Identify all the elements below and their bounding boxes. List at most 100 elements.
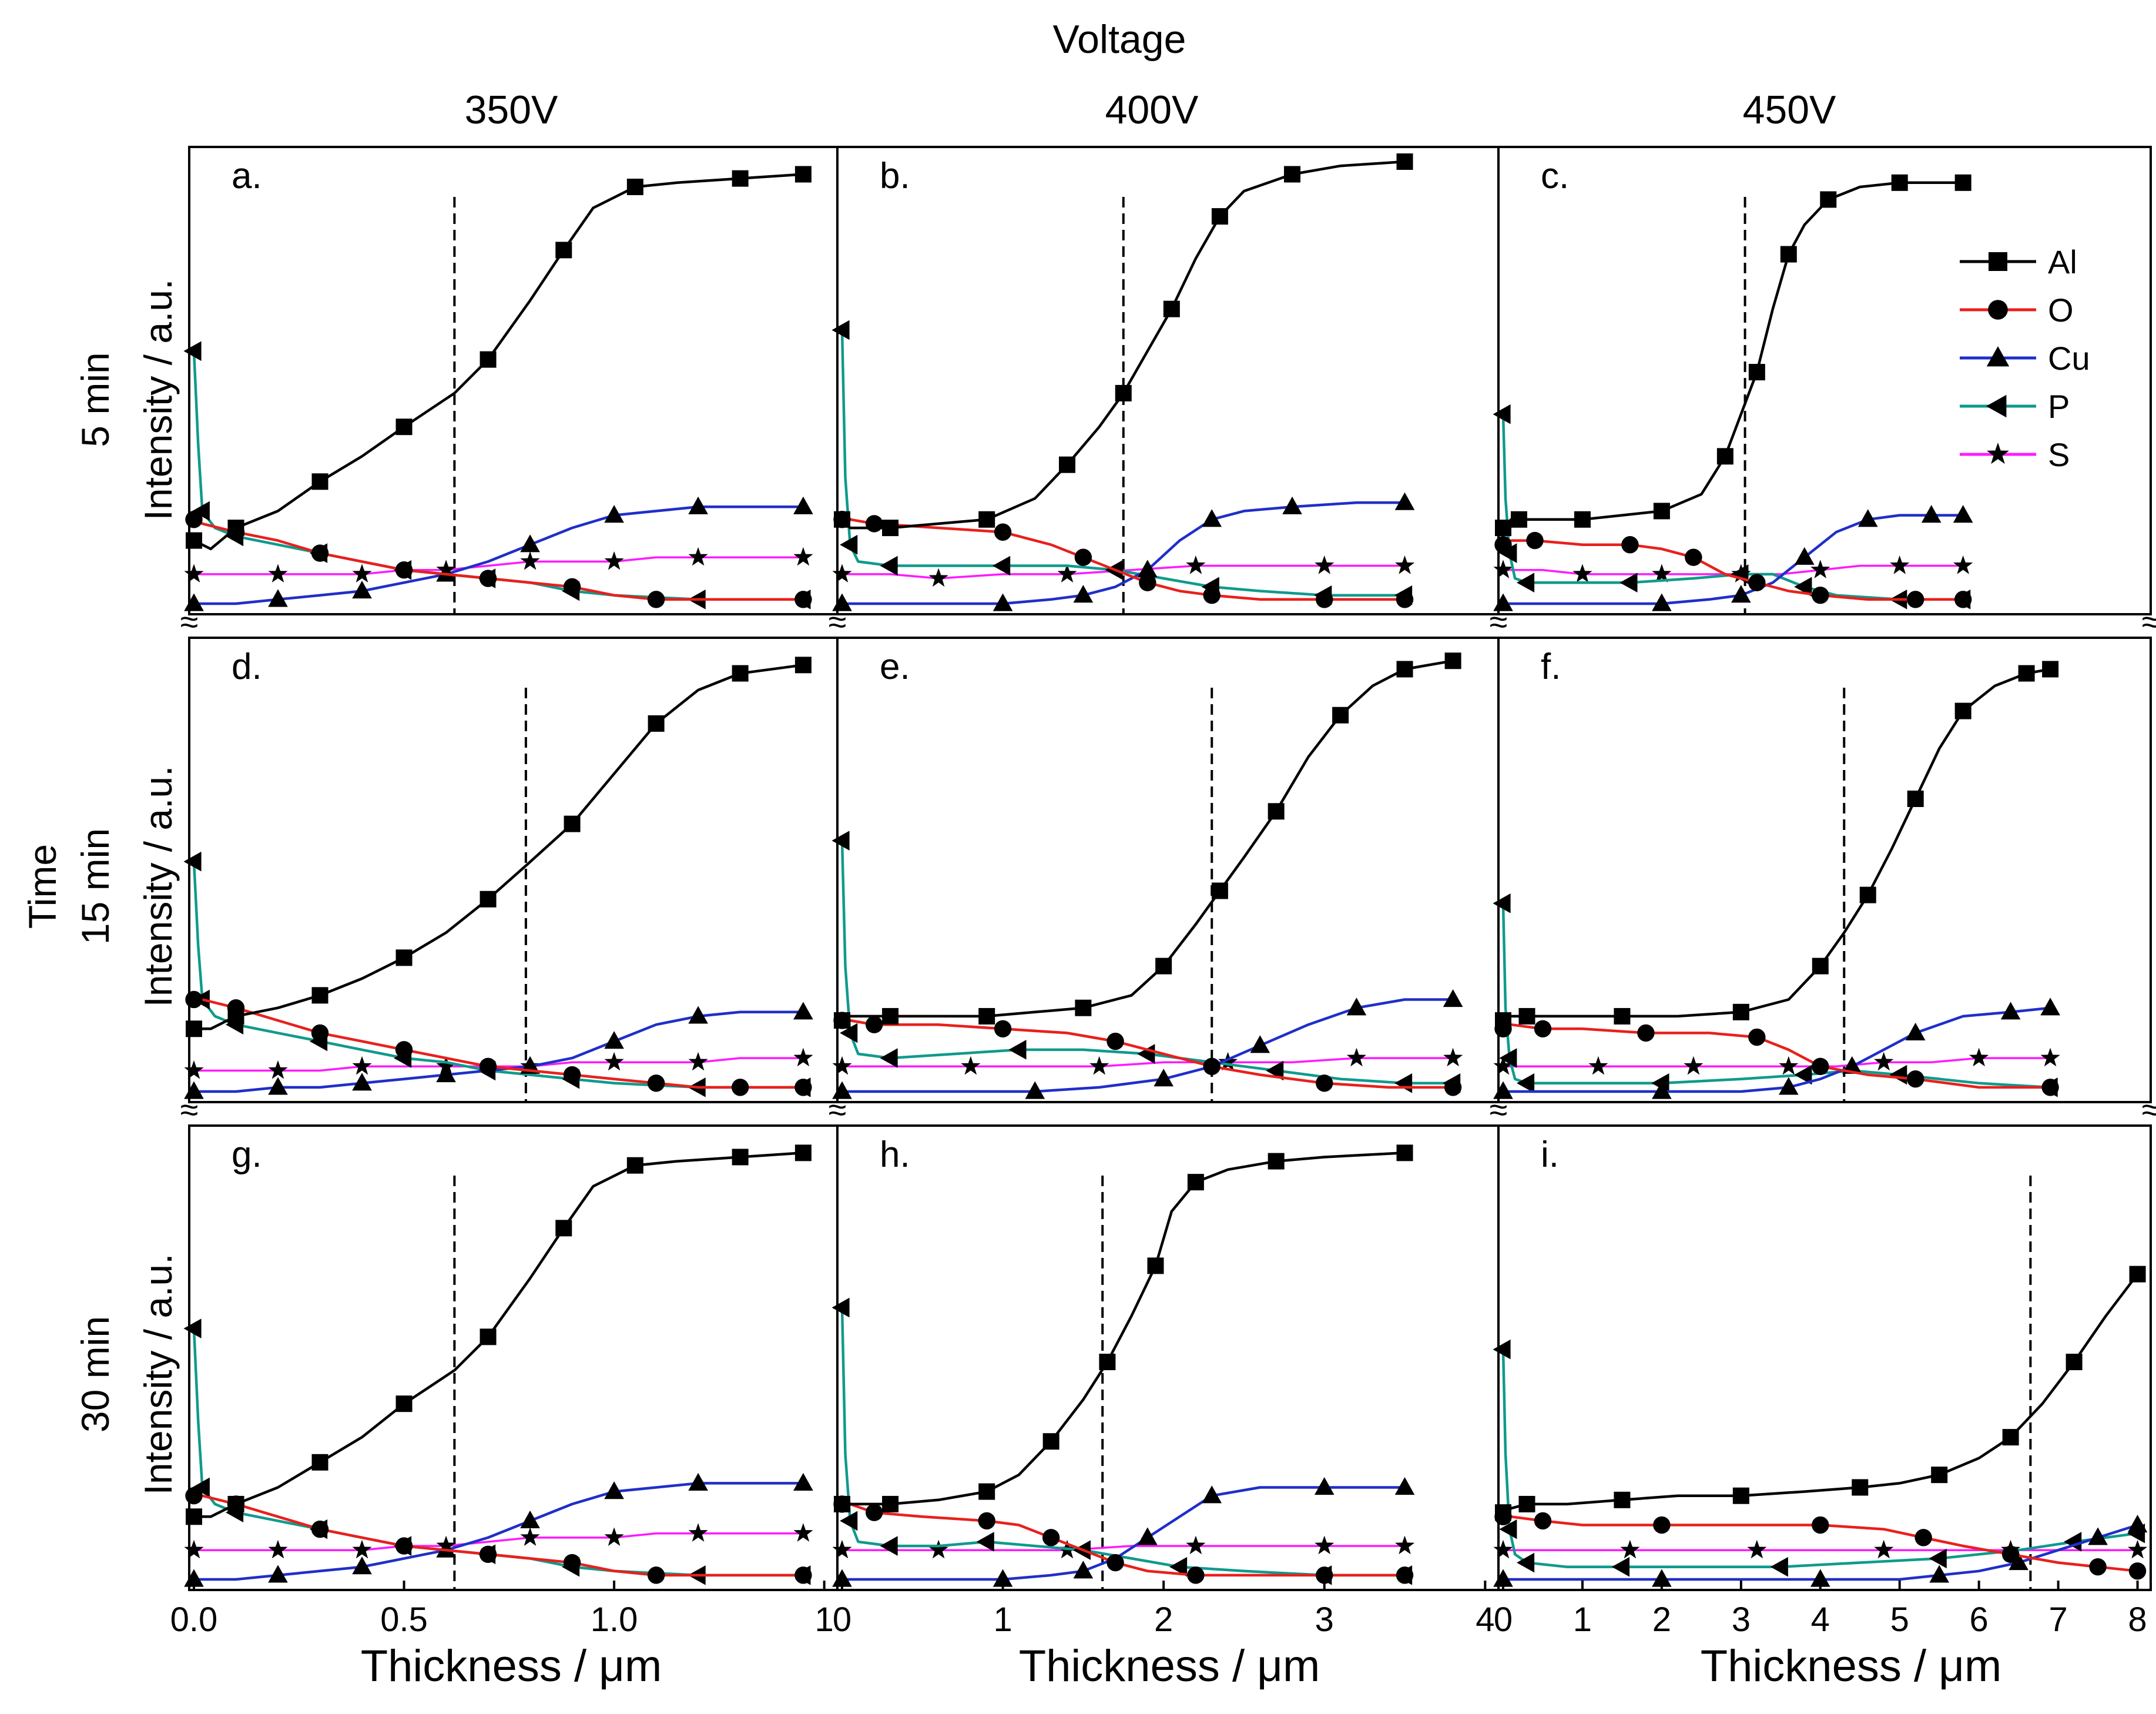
legend-item-p: P (1960, 388, 2070, 425)
marker-o (1187, 1566, 1205, 1584)
marker-al (480, 891, 497, 908)
marker-cu (1731, 585, 1751, 603)
marker-al (1396, 153, 1413, 170)
marker-o (1074, 548, 1092, 566)
marker-cu (184, 1081, 204, 1099)
marker-s (184, 1060, 204, 1079)
marker-cu (2009, 1552, 2028, 1571)
marker-cu (793, 1472, 813, 1491)
marker-s (1315, 555, 1334, 574)
marker-al (2002, 1429, 2019, 1446)
marker-cu (1443, 989, 1463, 1007)
marker-p (976, 1532, 994, 1552)
marker-o (1954, 591, 1972, 608)
series-line-o (1502, 539, 1963, 601)
marker-p (183, 851, 202, 872)
series-line-al (1502, 181, 1963, 529)
marker-cu (268, 1565, 288, 1583)
marker-al (2129, 1266, 2146, 1283)
series-line-s (842, 564, 1405, 580)
marker-p (831, 1297, 850, 1318)
marker-cu (436, 564, 456, 582)
time-label-15: 15 min (73, 828, 117, 945)
marker-al (1748, 364, 1765, 381)
legend-marker-p (1986, 394, 2007, 418)
marker-p (880, 1048, 898, 1068)
marker-p (993, 555, 1011, 576)
series-line-s (194, 1532, 803, 1551)
marker-al (1495, 1504, 1511, 1521)
x-tick-label: 0.5 (380, 1601, 428, 1639)
panel-frame (1497, 637, 2152, 1103)
marker-o (1748, 574, 1766, 591)
marker-al (1614, 1491, 1631, 1508)
marker-al (882, 1495, 899, 1512)
marker-s (604, 1052, 624, 1071)
x-tick-label: 0 (1494, 1601, 1513, 1639)
marker-s (1315, 1535, 1334, 1555)
marker-o (479, 570, 497, 587)
marker-al (1891, 174, 1908, 191)
marker-al (1332, 707, 1349, 724)
series-line-p (1501, 1349, 2138, 1568)
voltage-label-400: 400V (1105, 88, 1199, 132)
marker-s (928, 568, 948, 587)
marker-al (1716, 448, 1733, 465)
panel-label: g. (232, 1134, 262, 1175)
marker-o (563, 1554, 581, 1572)
marker-p (1619, 573, 1638, 592)
legend-marker-cu (1986, 346, 2010, 367)
marker-al (1268, 803, 1285, 820)
panel-frame (836, 637, 1500, 1103)
legend: Al O Cu PS (1960, 243, 2090, 473)
marker-al (1075, 999, 1092, 1016)
marker-s (928, 1539, 948, 1559)
marker-o (311, 544, 329, 562)
marker-o (1812, 586, 1829, 604)
series-line-al (1502, 668, 2051, 1022)
panel-frame (836, 146, 1500, 615)
marker-s (832, 1056, 852, 1075)
marker-o (994, 523, 1012, 541)
marker-al (1147, 1257, 1164, 1274)
marker-s (1969, 1047, 1989, 1067)
marker-s (1572, 564, 1592, 583)
marker-al (227, 1495, 244, 1512)
marker-p (1794, 577, 1812, 597)
marker-cu (604, 1481, 624, 1499)
marker-o (311, 1520, 329, 1538)
panel-label: i. (1541, 1134, 1559, 1175)
marker-al (1163, 300, 1180, 317)
marker-al (1396, 661, 1413, 678)
marker-o (1914, 1529, 1932, 1546)
marker-al (1954, 174, 1971, 191)
legend-item-al: Al (1960, 243, 2077, 280)
series-line-p (840, 1307, 1405, 1577)
marker-al (186, 1020, 202, 1037)
panel-frame (188, 637, 839, 1103)
marker-s (1652, 564, 1672, 583)
marker-cu (2040, 997, 2060, 1016)
marker-p (1137, 1044, 1155, 1064)
marker-s (1493, 1056, 1513, 1075)
marker-o (1621, 536, 1639, 554)
x-tick-label: 0.0 (170, 1601, 218, 1639)
marker-cu (2000, 1002, 2021, 1020)
marker-o (1316, 1074, 1333, 1092)
marker-al (648, 715, 665, 732)
legend-item-cu: Cu (1960, 340, 2090, 377)
marker-s (184, 1539, 204, 1559)
marker-p (1889, 1064, 1907, 1085)
marker-cu (1282, 496, 1302, 514)
marker-cu (1493, 1081, 1513, 1099)
marker-s (832, 564, 852, 583)
marker-o (794, 591, 812, 608)
marker-al (186, 532, 202, 549)
marker-cu (993, 593, 1013, 611)
panel-frame (1497, 146, 2152, 615)
marker-al (1859, 886, 1876, 903)
marker-o (1748, 1028, 1766, 1046)
marker-p (1516, 1552, 1535, 1573)
series-line-al (842, 1151, 1405, 1506)
marker-cu (604, 505, 624, 523)
